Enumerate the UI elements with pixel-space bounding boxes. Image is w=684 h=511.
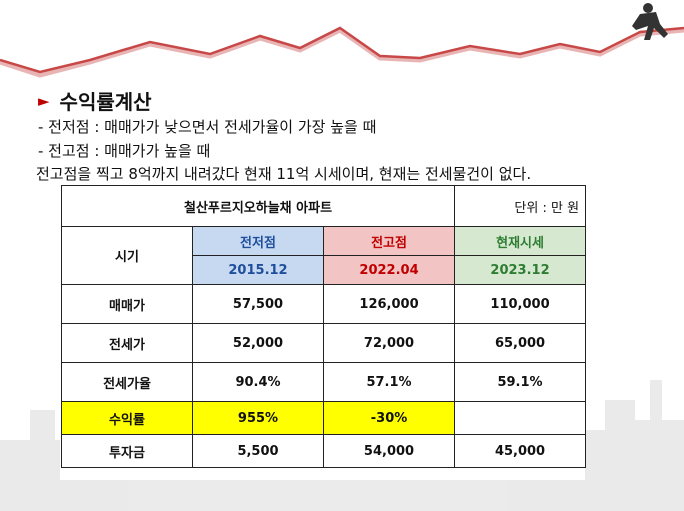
cell: -30% — [322, 401, 456, 435]
table-row: 매매가 57,500 126,000 110,000 — [61, 284, 587, 324]
col-current-date: 2023.12 — [454, 255, 587, 285]
cell: 955% — [192, 401, 324, 435]
row-label: 전세가율 — [61, 362, 193, 402]
cell — [454, 401, 587, 435]
cell: 57.1% — [322, 362, 456, 402]
period-label: 시기 — [61, 226, 193, 285]
col-current-label: 현재시세 — [454, 226, 587, 256]
cell: 45,000 — [454, 434, 587, 468]
row-label: 매매가 — [61, 284, 193, 324]
row-label: 전세가 — [61, 323, 193, 363]
row-label: 수익률 — [61, 401, 193, 435]
table-row: 투자금 5,500 54,000 45,000 — [61, 434, 587, 468]
cell: 90.4% — [192, 362, 324, 402]
col-low-label: 전저점 — [192, 226, 324, 256]
desc-line-1: - 전저점 : 매매가가 낮으면서 전세가율이 가장 높을 때 — [38, 118, 377, 136]
zigzag-line — [0, 27, 684, 78]
cell: 59.1% — [454, 362, 587, 402]
cell: 72,000 — [322, 323, 456, 363]
desc-line-2: - 전고점 : 매매가가 높을 때 — [38, 142, 211, 160]
unit-label: 단위 : 만 원 — [454, 185, 587, 227]
table-row: 전세가 52,000 72,000 65,000 — [61, 323, 587, 363]
section-title: ► 수익률계산 — [38, 86, 152, 115]
cell: 52,000 — [192, 323, 324, 363]
title-text: 수익률계산 — [59, 90, 152, 114]
zigzag-line-dark — [0, 26, 684, 74]
col-high-date: 2022.04 — [322, 255, 456, 285]
city-skyline — [0, 380, 684, 511]
col-high-label: 전고점 — [322, 226, 456, 256]
row-label: 투자금 — [61, 434, 193, 468]
triangle-bullet-icon: ► — [38, 91, 50, 110]
cell: 65,000 — [454, 323, 587, 363]
cell: 110,000 — [454, 284, 587, 324]
cell: 57,500 — [192, 284, 324, 324]
cell: 54,000 — [322, 434, 456, 468]
cell: 5,500 — [192, 434, 324, 468]
desc-line-3: 전고점을 찍고 8억까지 내려갔다 현재 11억 시세이며, 현재는 전세물건이… — [36, 165, 532, 183]
apartment-name: 철산푸르지오하늘채 아파트 — [60, 185, 456, 227]
yield-table: 철산푸르지오하늘채 아파트 단위 : 만 원 시기 전저점 전고점 현재시세 2… — [60, 185, 587, 468]
table-row: 수익률 955% -30% — [61, 401, 587, 435]
table-row: 전세가율 90.4% 57.1% 59.1% — [61, 362, 587, 402]
running-man-icon — [632, 3, 668, 40]
col-low-date: 2015.12 — [192, 255, 324, 285]
cell: 126,000 — [322, 284, 456, 324]
